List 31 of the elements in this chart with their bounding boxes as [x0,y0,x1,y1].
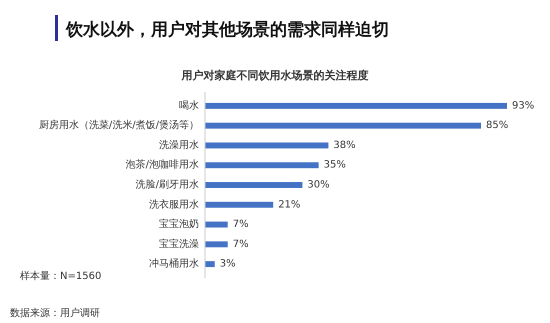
bar [205,202,274,208]
chart-title: 饮水以外，用户对其他场景的需求同样迫切 [65,20,389,40]
y-tick-label: 洗脸/刷牙用水 [136,178,199,190]
y-tick-label: 泡茶/泡咖啡用水 [126,158,199,171]
y-tick-label: 冲马桶用水 [149,258,199,270]
y-tick-label: 宝宝泡奶 [159,218,199,230]
y-tick-label: 厨房用水（洗菜/洗米/煮饭/煲汤等） [38,119,199,132]
source-note: 数据来源：用户调研 [10,307,100,319]
data-label: 21% [278,199,300,210]
y-tick-label: 宝宝洗澡 [159,238,199,250]
y-tick-label: 洗澡用水 [159,138,199,151]
bar [205,182,302,188]
bar [205,142,328,148]
data-label: 30% [307,180,330,190]
data-label: 35% [324,160,346,171]
bar [205,222,228,228]
data-label: 3% [220,258,236,270]
bar [205,241,228,248]
data-label: 7% [232,219,249,230]
data-label: 85% [486,120,508,132]
y-tick-label: 洗衣服用水 [149,198,199,210]
data-label: 38% [333,140,356,151]
data-label: 7% [232,238,249,250]
text: 样本量：N=1560 [20,270,102,282]
bar [205,102,507,109]
bar [205,261,215,268]
chart-subtitle: 用户对家庭不同饮用水场景的关注程度 [180,69,368,82]
bar [205,162,319,168]
bar [205,122,482,129]
data-label: 93% [512,100,534,112]
y-tick-label: 喝水 [179,99,199,112]
